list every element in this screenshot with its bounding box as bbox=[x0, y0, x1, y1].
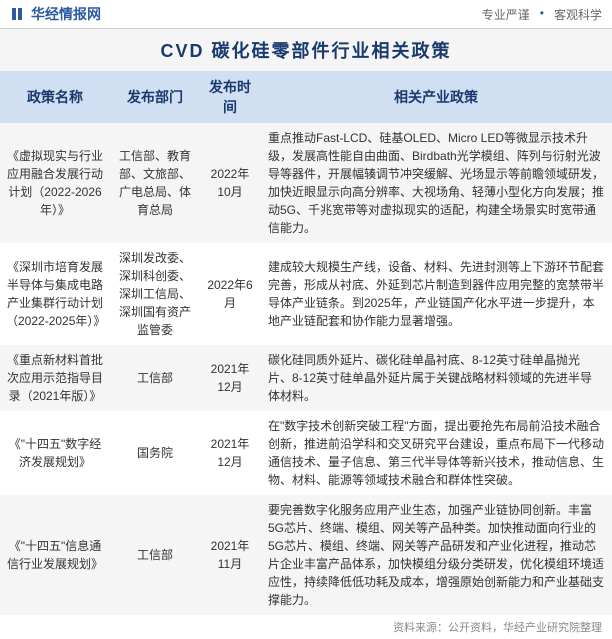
cell-dept: 深圳发改委、深圳科创委、深圳工信局、深圳国有资产监管委 bbox=[110, 243, 200, 345]
cell-name: 《深圳市培育发展半导体与集成电路产业集群行动计划（2022-2025年）》 bbox=[0, 243, 110, 345]
cell-name: 《"十四五"数字经济发展规划》 bbox=[0, 411, 110, 495]
cell-dept: 工信部 bbox=[110, 495, 200, 615]
cell-desc: 在"数字技术创新突破工程"方面，提出要抢先布局前沿技术融合创新，推进前沿学科和交… bbox=[260, 411, 612, 495]
cell-name: 《重点新材料首批次应用示范指导目录（2021年版）》 bbox=[0, 345, 110, 411]
cell-dept: 国务院 bbox=[110, 411, 200, 495]
footer-source: 资料来源：公开资料，华经产业研究院整理 bbox=[0, 615, 612, 639]
policy-table: 政策名称 发布部门 发布时间 相关产业政策 《虚拟现实与行业应用融合发展行动计划… bbox=[0, 71, 612, 615]
tagline-1: 专业严谨 bbox=[482, 6, 530, 23]
cell-desc: 要完善数字化服务应用产业生态，加强产业链协同创新。丰富5G芯片、终端、模组、网关… bbox=[260, 495, 612, 615]
page-title: CVD 碳化硅零部件行业相关政策 bbox=[0, 29, 612, 71]
cell-desc: 重点推动Fast-LCD、硅基OLED、Micro LED等微显示技术升级，发展… bbox=[260, 123, 612, 243]
table-row: 《深圳市培育发展半导体与集成电路产业集群行动计划（2022-2025年）》 深圳… bbox=[0, 243, 612, 345]
col-header-dept: 发布部门 bbox=[110, 71, 200, 123]
tagline-2: 客观科学 bbox=[554, 6, 602, 23]
cell-date: 2021年12月 bbox=[200, 411, 260, 495]
cell-dept: 工信部、教育部、文旅部、广电总局、体育总局 bbox=[110, 123, 200, 243]
cell-date: 2021年12月 bbox=[200, 345, 260, 411]
col-header-desc: 相关产业政策 bbox=[260, 71, 612, 123]
table-header-row: 政策名称 发布部门 发布时间 相关产业政策 bbox=[0, 71, 612, 123]
table-row: 《虚拟现实与行业应用融合发展行动计划（2022-2026年）》 工信部、教育部、… bbox=[0, 123, 612, 243]
brand-logo-icon bbox=[10, 6, 26, 22]
cell-date: 2022年10月 bbox=[200, 123, 260, 243]
cell-desc: 碳化硅同质外延片、碳化硅单晶衬底、8-12英寸硅单晶抛光片、8-12英寸硅单晶外… bbox=[260, 345, 612, 411]
cell-name: 《虚拟现实与行业应用融合发展行动计划（2022-2026年）》 bbox=[0, 123, 110, 243]
cell-desc: 建成较大规模生产线，设备、材料、先进封测等上下游环节配套完善，形成从衬底、外延到… bbox=[260, 243, 612, 345]
tagline: 专业严谨 • 客观科学 bbox=[482, 6, 602, 23]
brand: 华经情报网 bbox=[10, 4, 101, 24]
dot-icon: • bbox=[540, 6, 544, 23]
col-header-date: 发布时间 bbox=[200, 71, 260, 123]
cell-dept: 工信部 bbox=[110, 345, 200, 411]
cell-name: 《"十四五"信息通信行业发展规划》 bbox=[0, 495, 110, 615]
table-row: 《"十四五"数字经济发展规划》 国务院 2021年12月 在"数字技术创新突破工… bbox=[0, 411, 612, 495]
cell-date: 2021年11月 bbox=[200, 495, 260, 615]
col-header-name: 政策名称 bbox=[0, 71, 110, 123]
table-row: 《重点新材料首批次应用示范指导目录（2021年版）》 工信部 2021年12月 … bbox=[0, 345, 612, 411]
header-bar: 华经情报网 专业严谨 • 客观科学 bbox=[0, 0, 612, 29]
cell-date: 2022年6月 bbox=[200, 243, 260, 345]
brand-name: 华经情报网 bbox=[31, 4, 101, 24]
table-row: 《"十四五"信息通信行业发展规划》 工信部 2021年11月 要完善数字化服务应… bbox=[0, 495, 612, 615]
